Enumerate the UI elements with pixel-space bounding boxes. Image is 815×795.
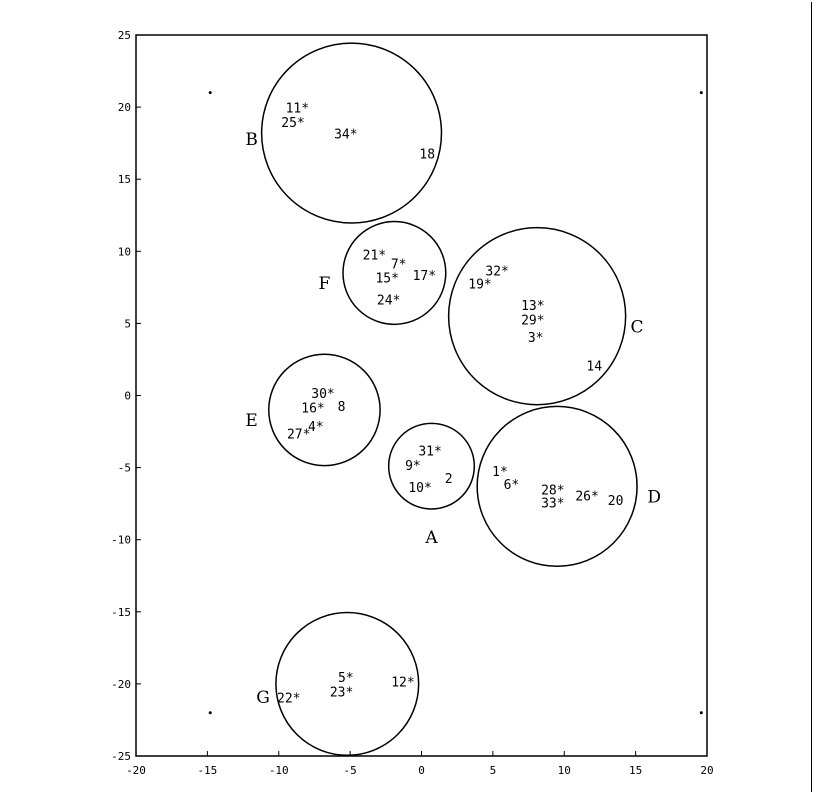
point-label-20: 20 (608, 494, 624, 509)
cluster-circle-b (260, 42, 443, 224)
y-tick-label: 10 (118, 245, 131, 258)
corner-dot (699, 91, 703, 95)
point-label-22: 22* (277, 691, 300, 706)
y-tick-label: 20 (118, 101, 131, 114)
point-label-24: 24* (377, 293, 400, 308)
x-tick-label: 15 (629, 764, 642, 777)
point-label-11: 11* (286, 102, 309, 117)
cluster-circle-e (268, 353, 381, 467)
point-label-4: 4* (308, 420, 324, 435)
x-tick-label: 10 (558, 764, 571, 777)
point-label-23: 23* (330, 686, 353, 701)
x-tick-label: -15 (197, 764, 217, 777)
point-label-7: 7* (391, 257, 407, 272)
cluster-label-e: E (245, 411, 257, 431)
x-tick-label: 5 (490, 764, 497, 777)
x-tick-label: 20 (700, 764, 713, 777)
point-label-6: 6* (504, 478, 520, 493)
point-label-19: 19* (468, 277, 491, 292)
point-label-3: 3* (528, 331, 544, 346)
x-tick-label: -5 (344, 764, 357, 777)
corner-dot (699, 711, 703, 715)
y-tick-label: -20 (111, 678, 131, 691)
cluster-circle-g (275, 611, 420, 757)
cluster-label-g: G (256, 688, 270, 708)
point-label-25: 25* (281, 116, 304, 131)
point-label-12: 12* (391, 675, 414, 690)
point-label-9: 9* (405, 459, 421, 474)
point-label-21: 21* (363, 249, 386, 264)
cluster-circle-c (447, 226, 627, 406)
corner-dot (208, 91, 212, 95)
point-label-13: 13* (521, 299, 544, 314)
point-label-33: 33* (541, 497, 564, 512)
point-label-34: 34* (334, 127, 357, 142)
point-label-14: 14 (586, 360, 602, 375)
point-label-31: 31* (418, 445, 441, 460)
y-tick-label: 5 (124, 317, 131, 330)
point-label-8: 8 (338, 400, 346, 415)
cluster-label-b: B (245, 130, 258, 150)
point-label-15: 15* (375, 272, 398, 287)
point-label-26: 26* (575, 489, 598, 504)
y-tick-label: -10 (111, 534, 131, 547)
point-label-10: 10* (408, 481, 431, 496)
cluster-circle-d (476, 405, 638, 568)
point-label-18: 18 (419, 148, 435, 163)
x-tick-label: 0 (418, 764, 425, 777)
point-label-29: 29* (521, 314, 544, 329)
y-tick-label: -15 (111, 606, 131, 619)
point-label-1: 1* (492, 465, 508, 480)
point-label-16: 16* (301, 401, 324, 416)
cluster-label-f: F (319, 274, 331, 294)
y-tick-label: 0 (124, 390, 131, 403)
y-tick-label: 25 (118, 29, 131, 42)
point-label-28: 28* (541, 484, 564, 499)
plot-area (135, 34, 708, 757)
point-label-17: 17* (413, 269, 436, 284)
y-tick-label: 15 (118, 173, 131, 186)
cluster-label-a: A (424, 528, 438, 548)
cluster-label-c: C (631, 317, 644, 337)
corner-dot (208, 711, 212, 715)
y-tick-label: -25 (111, 750, 131, 763)
x-tick-label: -10 (269, 764, 289, 777)
axis-ticks: -20 -15 -10 -5 0 5 10 15 20 25 20 15 10 5 0 -5 -10 -15 -20… (111, 29, 714, 777)
data-points: 1*23*4*5*6*7*89*10*11*12*13*1415*16*17*1… (277, 102, 623, 707)
cluster-circle-f (342, 220, 447, 326)
x-tick-label: -20 (126, 764, 146, 777)
point-label-32: 32* (485, 264, 508, 279)
point-label-27: 27* (287, 427, 310, 442)
cluster-circle-a (387, 422, 476, 510)
y-tick-label: -5 (118, 462, 131, 475)
circle-groups: B F C E A D G (245, 42, 661, 757)
point-label-2: 2 (445, 472, 453, 487)
cluster-label-d: D (647, 487, 661, 507)
figure-frame (4, 2, 812, 792)
point-label-5: 5* (338, 671, 354, 686)
point-label-30: 30* (311, 387, 334, 402)
